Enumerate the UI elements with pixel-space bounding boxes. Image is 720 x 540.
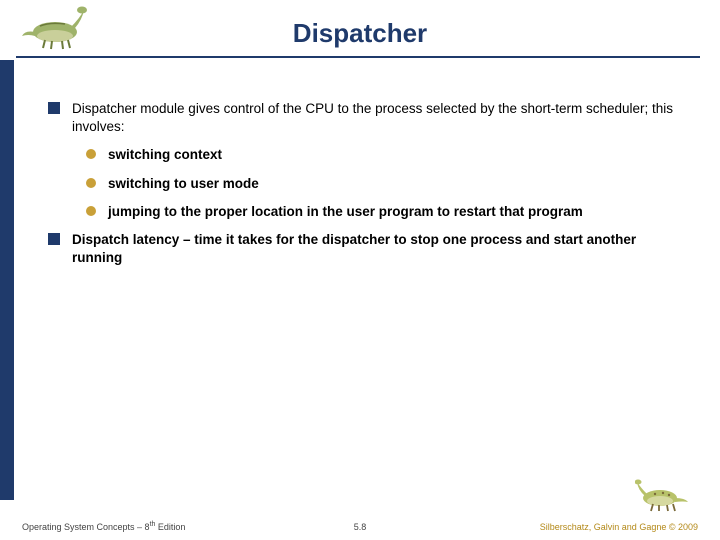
dinosaur-logo-bottom	[635, 474, 690, 512]
footer-left: Operating System Concepts – 8th Edition	[22, 521, 185, 532]
sidebar-stripe	[0, 60, 14, 500]
square-bullet-icon	[48, 102, 60, 114]
bullet-level-2: switching to user mode	[86, 175, 690, 193]
circle-bullet-icon	[86, 206, 96, 216]
footer-copyright: Silberschatz, Galvin and Gagne © 2009	[540, 522, 698, 532]
bullet-text: Dispatcher module gives control of the C…	[72, 100, 690, 136]
square-bullet-icon	[48, 233, 60, 245]
bullet-text: jumping to the proper location in the us…	[108, 203, 690, 221]
bullet-level-2: switching context	[86, 146, 690, 164]
circle-bullet-icon	[86, 149, 96, 159]
dinosaur-logo-top	[20, 0, 90, 50]
bullet-text: switching to user mode	[108, 175, 690, 193]
footer: Operating System Concepts – 8th Edition …	[0, 510, 720, 540]
title-underline	[16, 56, 700, 58]
header: Dispatcher	[0, 0, 720, 60]
bullet-level-1: Dispatcher module gives control of the C…	[48, 100, 690, 136]
bullet-text: Dispatch latency – time it takes for the…	[72, 231, 690, 267]
content-area: Dispatcher module gives control of the C…	[48, 100, 690, 278]
slide-title: Dispatcher	[0, 0, 720, 49]
bullet-level-2: jumping to the proper location in the us…	[86, 203, 690, 221]
bullet-level-1: Dispatch latency – time it takes for the…	[48, 231, 690, 267]
bullet-text: switching context	[108, 146, 690, 164]
footer-page-number: 5.8	[354, 522, 367, 532]
circle-bullet-icon	[86, 178, 96, 188]
